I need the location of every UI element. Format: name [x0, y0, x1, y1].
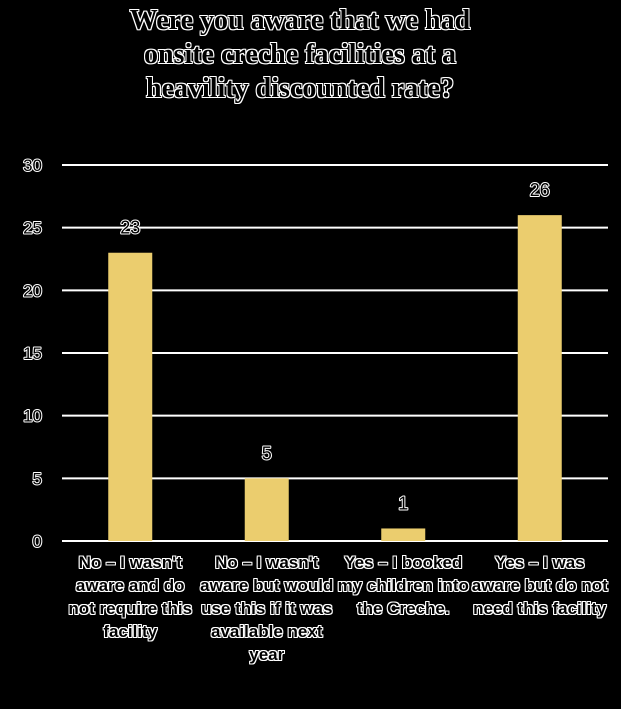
bar	[244, 478, 289, 541]
y-tick-label: 0	[33, 532, 42, 551]
y-tick-label: 30	[23, 156, 42, 175]
x-tick-label: Yes – I booked my children into the Crec…	[337, 553, 469, 618]
x-tick-label: No – I wasn't aware but would use this i…	[200, 553, 334, 664]
bar	[517, 215, 562, 541]
data-label: 26	[530, 180, 550, 200]
chart-title: Were you aware that we had onsite creche…	[0, 4, 600, 106]
chart-title-line: heavility discounted rate?	[146, 73, 454, 104]
y-tick-label: 25	[23, 219, 42, 238]
bar	[381, 528, 426, 541]
bars	[108, 215, 562, 541]
x-tick-label: Yes – I was aware but do not need this f…	[471, 553, 608, 618]
chart-title-line: Were you aware that we had	[129, 5, 471, 36]
bar	[108, 252, 153, 541]
data-labels: 23 5 1 26	[119, 179, 551, 514]
y-tick-label: 5	[33, 469, 42, 488]
chart-title-line: onsite creche facilities at a	[143, 39, 457, 70]
y-tick-label: 10	[23, 407, 42, 426]
y-tick-label: 15	[23, 344, 42, 363]
data-label: 23	[120, 218, 140, 238]
y-axis-ticks: 0 5 10 15 20 25 30	[22, 155, 43, 552]
y-tick-label: 20	[23, 281, 42, 300]
gridlines	[62, 164, 608, 542]
x-tick-label: No – I wasn't aware and do not require t…	[68, 553, 193, 641]
data-label: 5	[262, 443, 272, 463]
data-label: 1	[398, 493, 408, 513]
